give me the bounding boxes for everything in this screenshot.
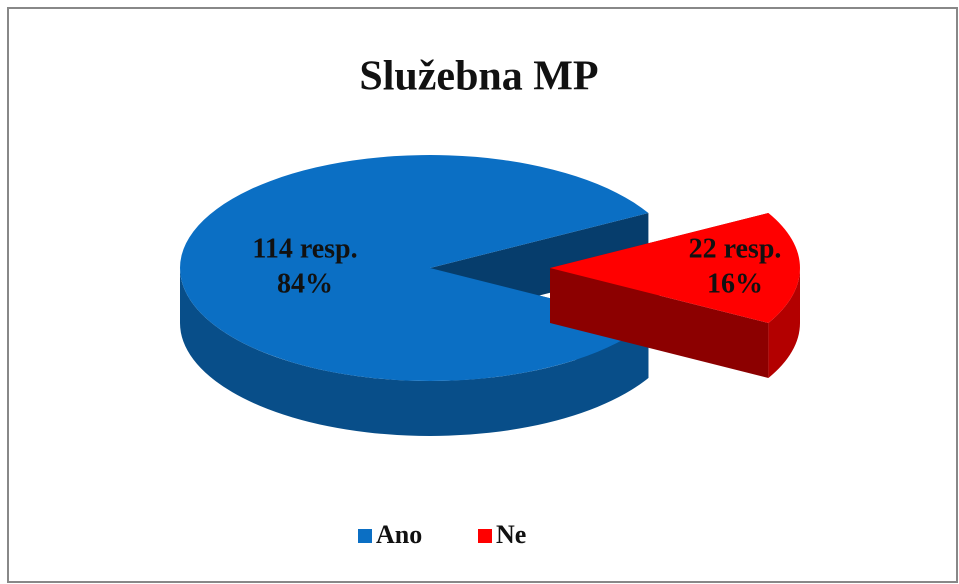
- chart-title: Služebna MP: [359, 54, 598, 100]
- slice: [180, 155, 649, 381]
- slice-wall: [550, 268, 769, 378]
- percent-label: 84%: [277, 268, 333, 299]
- slice-side: [180, 268, 649, 436]
- data-label: 114 resp.: [252, 233, 357, 264]
- percent-label: 16%: [707, 268, 763, 299]
- slice-side: [768, 268, 800, 378]
- data-label: 22 resp.: [689, 233, 782, 264]
- legend-swatch: [358, 529, 372, 543]
- legend-label: Ano: [376, 520, 422, 549]
- slice: [550, 213, 801, 323]
- legend-swatch: [478, 529, 492, 543]
- legend-label: Ne: [496, 520, 526, 549]
